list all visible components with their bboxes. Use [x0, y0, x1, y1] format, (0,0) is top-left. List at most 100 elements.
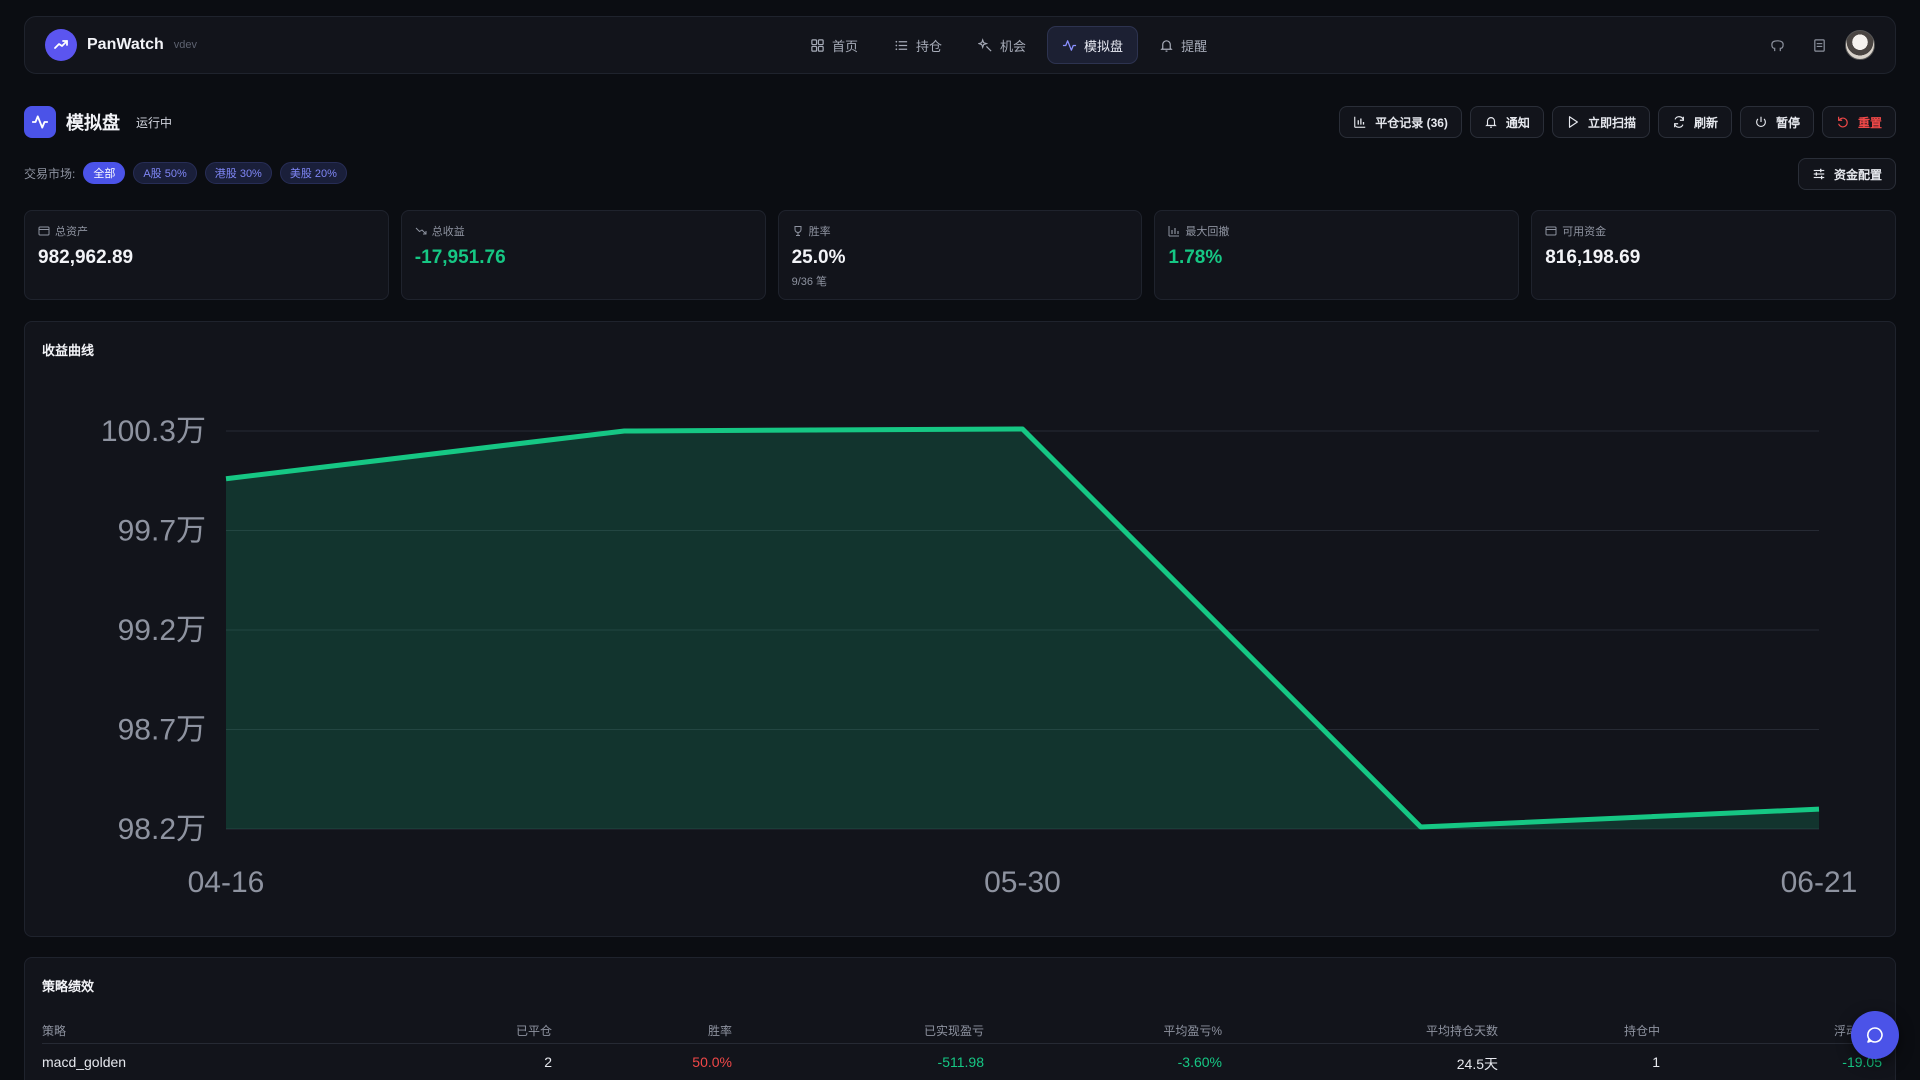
cell-avg-pnl-pct: -3.60% [1177, 1054, 1222, 1070]
reset-button[interactable]: 重置 [1821, 106, 1896, 138]
chart-title: 收益曲线 [42, 343, 95, 358]
activity-icon [1062, 39, 1077, 51]
x-tick-label: 04-16 [188, 866, 265, 899]
kpi-total-assets-value: 982,962.89 [38, 247, 134, 268]
closed-records-label: 平仓记录 (36) [1375, 115, 1448, 130]
cell-win-rate: 50.0% [692, 1054, 732, 1070]
market-chip-hk[interactable]: 港股 30% [204, 162, 272, 184]
cell-closed: 2 [544, 1054, 552, 1070]
action-toolbar: 平仓记录 (36) 通知 立即扫描 刷新 暂停 重置 [1339, 106, 1896, 138]
table-row[interactable]: macd_golden 2 50.0% -511.98 -3.60% 24.5天… [42, 1044, 1882, 1078]
cell-strategy: macd_golden [42, 1054, 127, 1070]
market-chip-a-share[interactable]: A股 50% [133, 162, 197, 184]
market-filter: 交易市场: 全部 A股 50% 港股 30% 美股 20% [24, 162, 347, 184]
kpi-win-rate-label: 胜率 [808, 226, 831, 238]
rotate-ccw-icon [1838, 116, 1848, 128]
equity-curve-chart: 100.3万 99.7万 99.2万 98.7万 98.2万 04-16 05-30 06-2… [101, 415, 1858, 899]
chat-button[interactable] [1851, 1011, 1899, 1059]
nav-alerts[interactable]: 提醒 [1144, 26, 1222, 64]
nav-simulation[interactable]: 模拟盘 [1047, 26, 1139, 64]
github-icon[interactable] [1761, 28, 1793, 62]
top-nav-bar: PanWatch vdev 首页 持仓 机会 模拟盘 提醒 [24, 16, 1896, 74]
table-header: 策略 已平仓 胜率 已实现盈亏 平均盈亏% 平均持仓天数 持仓中 浮动盈亏 [42, 1014, 1882, 1044]
market-chip-us[interactable]: 美股 20% [279, 162, 347, 184]
notify-label: 通知 [1505, 115, 1530, 130]
col-avg-pnl-pct: 平均盈亏% [1163, 1024, 1222, 1038]
wallet-icon [1545, 226, 1557, 236]
status-text: 运行中 [136, 115, 173, 130]
col-holding: 持仓中 [1623, 1024, 1660, 1038]
refresh-label: 刷新 [1693, 115, 1718, 130]
app-version: vdev [173, 39, 197, 51]
kpi-max-drawdown-value: 1.78% [1168, 247, 1223, 268]
notify-button[interactable]: 通知 [1469, 106, 1544, 138]
kpi-available-cash-label: 可用资金 [1562, 226, 1607, 238]
x-tick-label: 05-30 [984, 866, 1061, 899]
col-closed: 已平仓 [515, 1024, 552, 1038]
cell-holding: 1 [1652, 1054, 1660, 1070]
y-tick-label: 98.2万 [118, 813, 206, 846]
equity-curve-card: 100.3万 99.7万 99.2万 98.7万 98.2万 04-16 05-30 06-2… [24, 321, 1896, 937]
activity-icon [24, 106, 56, 138]
bell-icon [1485, 117, 1497, 128]
avatar[interactable] [1845, 30, 1875, 60]
chat-icon [1867, 1027, 1883, 1043]
col-win-rate: 胜率 [707, 1024, 732, 1038]
nav-home-label: 首页 [832, 38, 859, 54]
bell-icon [1160, 39, 1173, 52]
kpi-win-rate-sub: 9/36 笔 [791, 276, 828, 288]
pause-label: 暂停 [1775, 115, 1800, 130]
nav-holdings[interactable]: 持仓 [879, 26, 957, 64]
strategy-table: 策略 已平仓 胜率 已实现盈亏 平均盈亏% 平均持仓天数 持仓中 浮动盈亏 ma… [42, 1014, 1882, 1078]
grid-icon [811, 38, 824, 52]
bar-chart-icon [1168, 226, 1180, 237]
refresh-icon [1674, 116, 1684, 128]
nav-home[interactable]: 首页 [795, 26, 873, 64]
kpi-available-cash: 可用资金 816,198.69 [1531, 210, 1896, 300]
y-tick-label: 99.7万 [118, 515, 206, 548]
nav-opportunities[interactable]: 机会 [963, 26, 1041, 64]
page-header: 模拟盘 运行中 [24, 106, 172, 138]
trophy-icon [794, 226, 802, 236]
top-right-tools [1761, 28, 1875, 62]
col-strategy: 策略 [42, 1024, 67, 1038]
power-icon [1756, 116, 1766, 127]
market-label: 交易市场: [24, 166, 76, 181]
refresh-button[interactable]: 刷新 [1657, 106, 1732, 138]
kpi-win-rate-value: 25.0% [791, 247, 846, 268]
closed-records-button[interactable]: 平仓记录 (36) [1339, 106, 1462, 138]
fund-config-button[interactable]: 资金配置 [1797, 158, 1896, 190]
kpi-total-pnl-value: -17,951.76 [414, 247, 506, 268]
nav-simulation-label: 模拟盘 [1084, 38, 1124, 54]
kpi-available-cash-value: 816,198.69 [1545, 247, 1641, 268]
scan-now-button[interactable]: 立即扫描 [1551, 106, 1650, 138]
kpi-max-drawdown: 最大回撤 1.78% [1154, 210, 1520, 300]
y-tick-label: 98.7万 [118, 714, 206, 747]
col-realized-pnl: 已实现盈亏 [923, 1024, 984, 1038]
kpi-total-pnl-label: 总收益 [431, 226, 465, 238]
nav-alerts-label: 提醒 [1181, 38, 1208, 54]
kpi-total-pnl: 总收益 -17,951.76 [400, 210, 766, 300]
strategy-performance-card: 策略绩效 策略 已平仓 胜率 已实现盈亏 平均盈亏% 平均持仓天数 持仓中 浮动… [24, 957, 1896, 1080]
market-chip-all[interactable]: 全部 [83, 162, 126, 184]
trending-up-icon [45, 29, 77, 61]
trending-down-icon [415, 227, 427, 235]
y-tick-label: 100.3万 [101, 415, 206, 448]
kpi-max-drawdown-label: 最大回撤 [1185, 226, 1230, 238]
sparkle-icon [978, 37, 992, 52]
strategy-title: 策略绩效 [42, 979, 95, 994]
scan-now-label: 立即扫描 [1587, 115, 1636, 130]
main-nav: 首页 持仓 机会 模拟盘 提醒 [795, 26, 1222, 64]
x-tick-label: 06-21 [1781, 866, 1858, 899]
nav-holdings-label: 持仓 [916, 38, 943, 54]
brand[interactable]: PanWatch vdev [45, 29, 197, 61]
reset-label: 重置 [1857, 115, 1882, 130]
equity-area [226, 429, 1819, 829]
cell-avg-hold-days: 24.5天 [1456, 1056, 1498, 1072]
kpi-total-assets-label: 总资产 [55, 226, 88, 238]
kpi-row: 总资产 982,962.89 总收益 -17,951.76 胜率 25.0% 9… [24, 210, 1896, 300]
app-name: PanWatch [87, 36, 164, 53]
col-avg-hold-days: 平均持仓天数 [1425, 1024, 1498, 1038]
docs-icon[interactable] [1803, 28, 1835, 62]
pause-button[interactable]: 暂停 [1739, 106, 1814, 138]
